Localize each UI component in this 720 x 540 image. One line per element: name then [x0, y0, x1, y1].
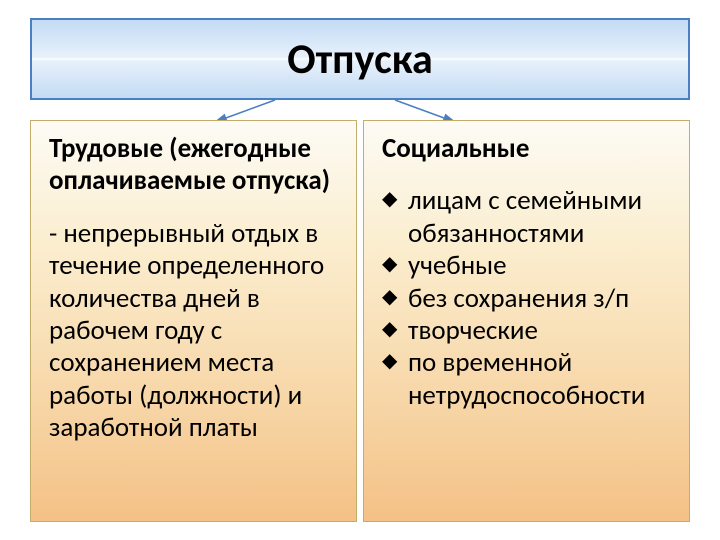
right-panel-title: Социальные	[382, 133, 671, 165]
right-panel-bullets: лицам с семейными обязанностями учебные …	[382, 185, 671, 412]
left-panel-title: Трудовые (ежегодные оплачиваемые отпуска…	[49, 133, 338, 198]
list-item: по временной нетрудоспособности	[382, 347, 671, 412]
header-box: Отпуска	[30, 18, 690, 100]
list-item: лицам с семейными обязанностями	[382, 185, 671, 250]
header-title: Отпуска	[287, 34, 432, 85]
list-item: учебные	[382, 250, 671, 282]
list-item: без сохранения з/п	[382, 283, 671, 315]
left-panel-body: - непрерывный отдых в течение определенн…	[49, 218, 338, 445]
right-panel: Социальные лицам с семейными обязанностя…	[363, 120, 690, 522]
left-panel: Трудовые (ежегодные оплачиваемые отпуска…	[30, 120, 357, 522]
list-item: творческие	[382, 315, 671, 347]
